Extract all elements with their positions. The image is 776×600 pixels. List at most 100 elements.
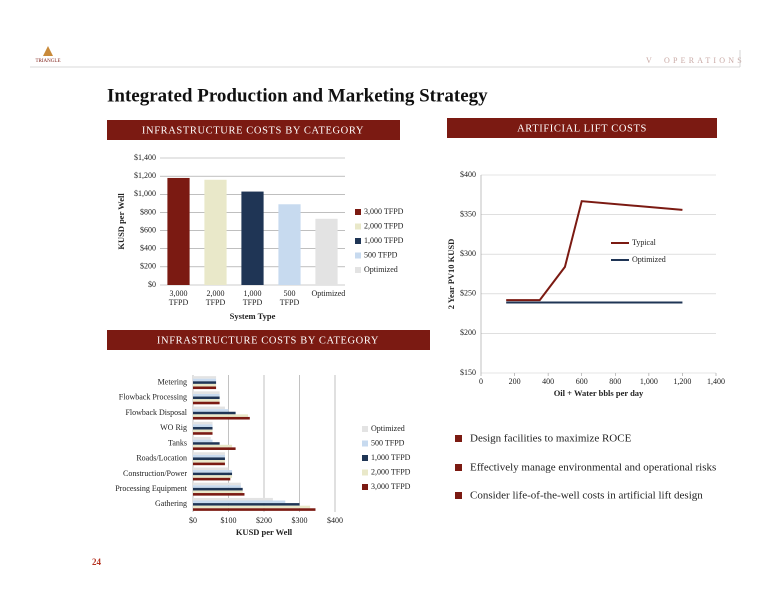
y-axis-title: KUSD per Well [116,193,126,250]
y-tick-label: $800 [140,207,156,216]
legend-label: 500 TFPD [364,250,398,259]
bar [193,401,220,405]
legend-label: 2,000 TFPD [371,467,411,476]
x-axis-title: Oil + Water bbls per day [554,388,644,398]
legend-swatch [355,267,361,273]
x-tick-label: $400 [327,516,343,525]
y-tick-label: $200 [460,328,476,337]
y-tick-label: $250 [460,289,476,298]
y-tick-label: $0 [148,280,156,289]
x-tick-label: Optimized [311,289,346,298]
slide-title: Integrated Production and Marketing Stra… [107,85,488,106]
bar [193,487,243,491]
bar [193,424,213,427]
bar [193,490,243,494]
bar [193,503,300,506]
x-tick-label: $200 [256,516,272,525]
bar [193,393,220,397]
x-tick-label: 1,200 [673,377,691,386]
bar [193,442,220,445]
y-tick-label: $200 [140,262,156,271]
bar [193,383,217,387]
y-tick-label: $150 [460,368,476,377]
y-tick-label: Gathering [155,499,187,508]
chart-title: ARTIFICIAL LIFT COSTS [517,123,647,134]
y-tick-label: Tanks [168,438,187,447]
bar [193,467,229,471]
bar [193,409,229,412]
bar [193,500,286,504]
bar [278,204,301,285]
legend-swatch [355,238,361,244]
bar [193,396,220,400]
legend-swatch [362,484,368,490]
y-tick-label: $1,400 [134,153,156,162]
bar [193,416,250,420]
bar [193,505,311,509]
bar [193,460,225,463]
bar [193,497,273,501]
x-tick-label-box: 500 TFPD [280,289,300,307]
x-tick-label: $0 [189,516,197,525]
bar [193,444,233,448]
bar [204,179,227,285]
bar [193,429,213,433]
legend-swatch [362,440,368,447]
bar [193,454,225,458]
bar [193,470,233,473]
bar [193,411,236,415]
legend-label: 500 TFPD [371,438,405,447]
bullet-icon [455,492,462,499]
legend-label: 1,000 TFPD [364,236,404,245]
x-tick-label: 600 [576,377,588,386]
x-tick-label: 400 [542,377,554,386]
legend-swatch [355,252,361,259]
y-tick-label: $400 [140,244,156,253]
bar [193,381,217,384]
x-tick-label: 2,000 TFPD [205,289,226,307]
y-tick-label: $400 [460,170,476,179]
bar [167,177,190,285]
legend-label: 2,000 TFPD [364,221,404,230]
bar [193,475,233,478]
y-tick-label: Metering [158,377,187,386]
x-tick-label-box: 1,000 TFPD [242,289,263,307]
bar [193,406,225,410]
chart-title: INFRASTRUCTURE COSTS BY CATEGORY [142,125,364,136]
legend-swatch [355,209,361,215]
y-tick-label: Processing Equipment [115,484,188,493]
x-axis-title: KUSD per Well [236,527,293,537]
x-tick-label: 0 [479,377,483,386]
bar [193,482,241,486]
bar [193,452,225,455]
bar [193,426,213,430]
bullet: Consider life-of-the-well costs in artif… [470,490,703,502]
bar [193,472,233,476]
bar [315,218,338,285]
y-tick-label: $600 [140,225,156,234]
logo-text: TRIANGLE [36,59,61,64]
banner [107,120,400,140]
bar [193,421,213,425]
bar [193,485,241,488]
legend-label: Typical [632,238,657,247]
bar [193,399,220,402]
x-tick-label: 1,000 [640,377,658,386]
y-axis-title: 2 Year PV10 KUSD [446,239,456,310]
bar [193,432,213,435]
y-tick-label: $350 [460,209,476,218]
bar [193,437,211,440]
x-tick-label: $100 [221,516,237,525]
x-tick-label: 3,000 TFPD [168,289,189,307]
x-tick-label-box: Optimized [311,289,346,298]
legend-label: 3,000 TFPD [364,207,404,216]
bullet-icon [455,464,462,471]
y-tick-label: Roads/Location [136,454,187,463]
bar [241,191,264,285]
chart-title: INFRASTRUCTURE COSTS BY CATEGORY [157,335,379,346]
bar [193,391,220,394]
x-tick-label: 1,000 TFPD [242,289,263,307]
bar [193,376,217,379]
section-number: V [646,56,654,65]
